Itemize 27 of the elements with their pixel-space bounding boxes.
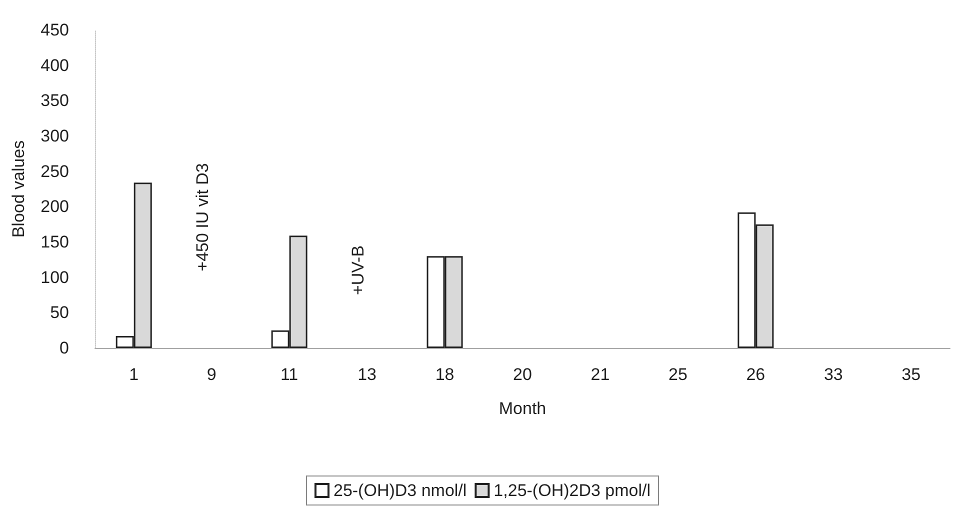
x-tick-label: 18 [435, 365, 454, 384]
x-tick-label: 21 [590, 365, 610, 384]
x-tick-label: 20 [513, 365, 532, 384]
x-tick-label: 26 [746, 365, 766, 384]
annotation: +UV-B [348, 245, 368, 296]
x-tick-label: 13 [358, 365, 377, 384]
y-tick-label: 300 [40, 126, 69, 146]
x-tick-label: 11 [280, 365, 298, 384]
annotation: +450 IU vit D3 [193, 163, 212, 272]
y-tick-label: 450 [40, 20, 69, 40]
y-tick-label: 50 [50, 303, 69, 322]
x-tick-label: 25 [668, 365, 688, 384]
y-axis-title: Blood values [9, 140, 28, 238]
y-tick-label: 150 [40, 232, 69, 252]
x-tick-label: 33 [824, 365, 843, 384]
y-tick-label: 0 [60, 338, 69, 358]
y-tick-label: 200 [40, 197, 69, 216]
x-tick-label: 9 [206, 365, 216, 384]
y-tick-label: 100 [40, 268, 69, 287]
y-tick-label: 250 [40, 162, 69, 181]
legend-label: 25-(OH)D3 nmol/l [333, 481, 467, 500]
x-axis-title: Month [498, 399, 546, 418]
x-tick-label: 1 [129, 365, 139, 384]
legend-label: 1,25-(OH)2D3 pmol/l [494, 481, 651, 500]
y-tick-label: 400 [40, 56, 69, 75]
x-tick-label: 35 [902, 365, 921, 384]
y-tick-label: 350 [40, 91, 69, 110]
